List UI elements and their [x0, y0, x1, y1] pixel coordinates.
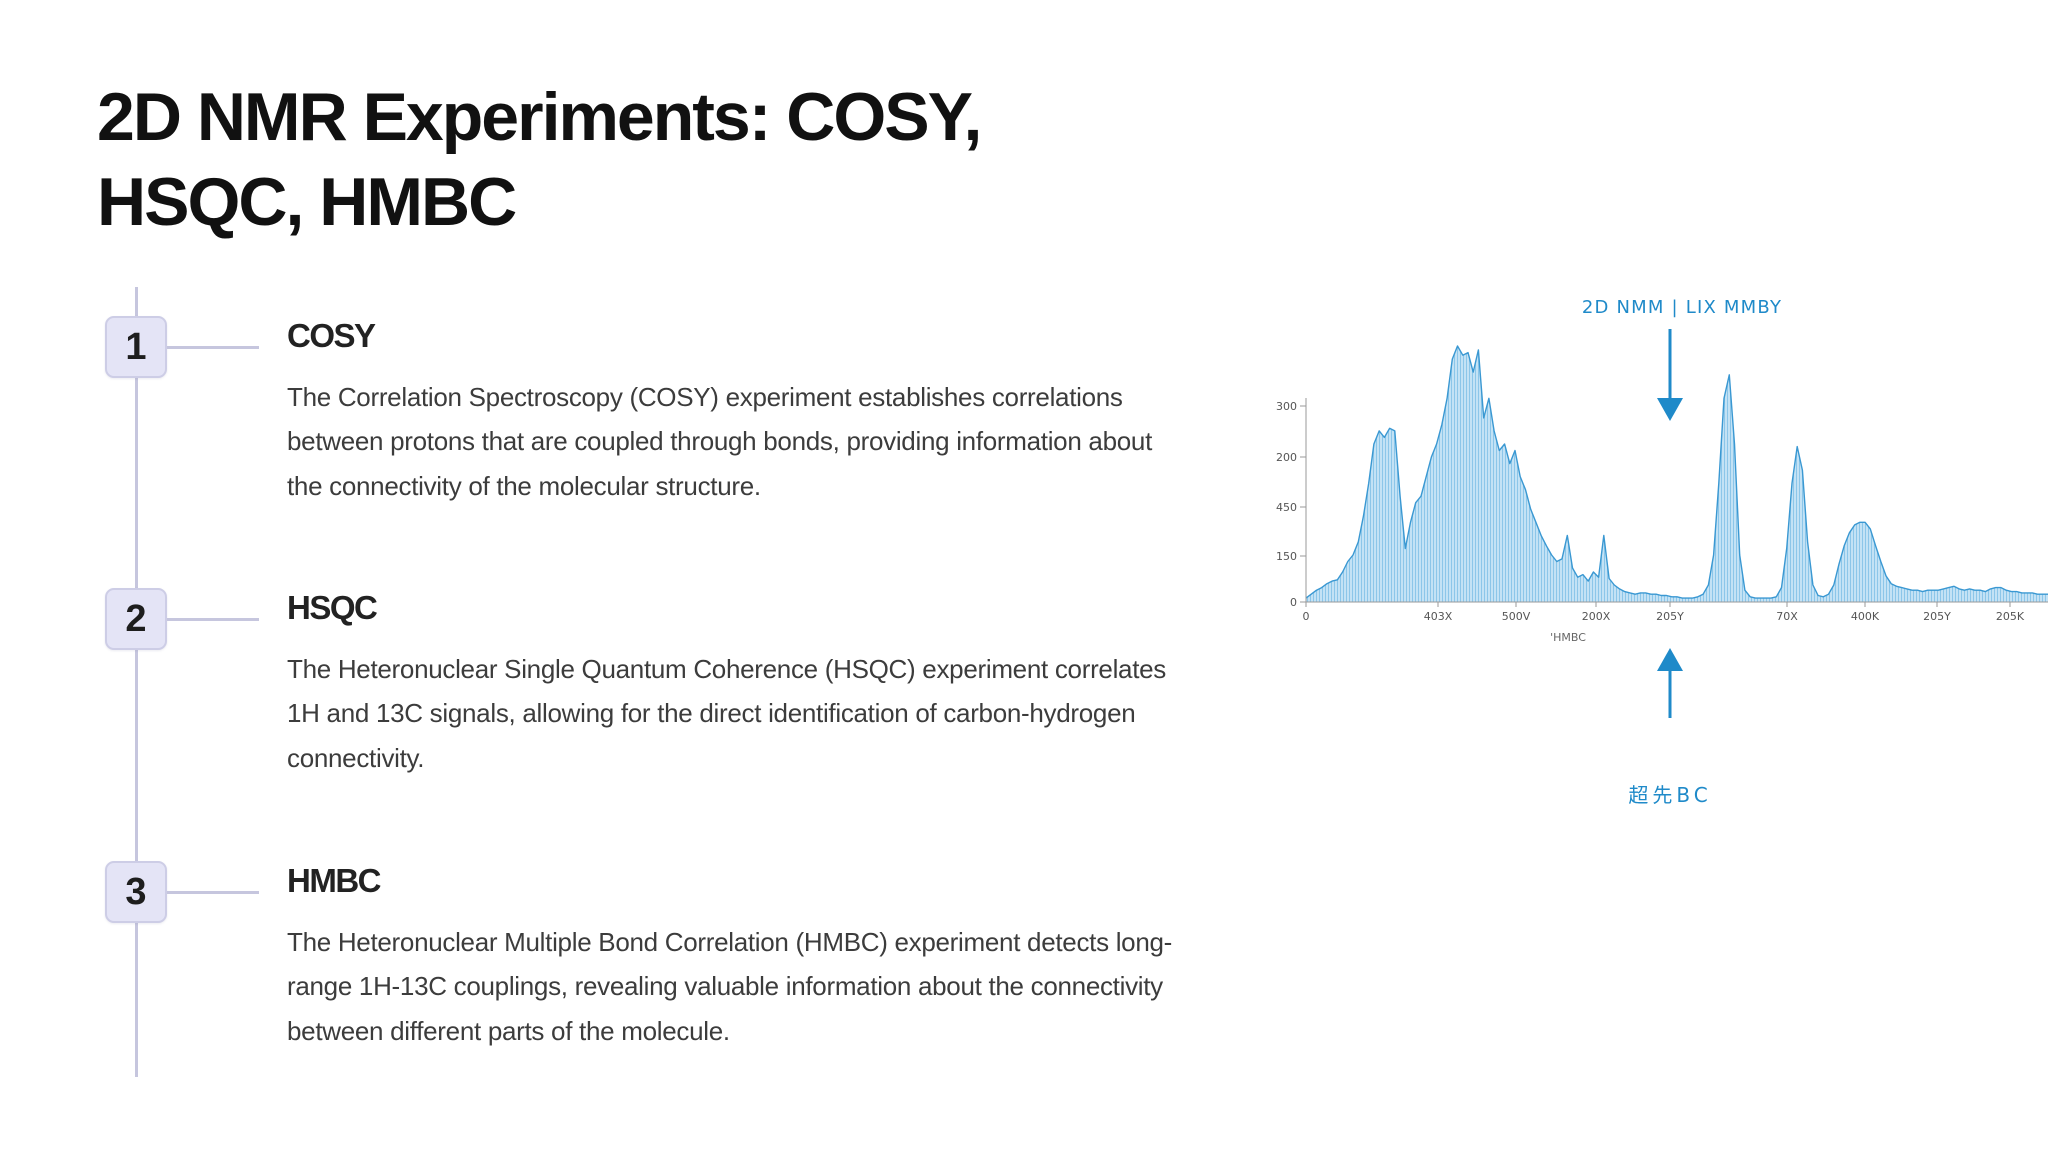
- figure-bottom-label: 超先BC: [1628, 783, 1711, 807]
- x-tick-label: 400K: [1851, 610, 1880, 623]
- step-connector: [167, 891, 259, 894]
- step-number: 3: [125, 871, 147, 913]
- figure-axes: [1305, 398, 2048, 603]
- y-tick-label: 150: [1276, 550, 1297, 563]
- step-heading: COSY: [287, 317, 376, 354]
- step-number-badge: 1: [105, 316, 167, 378]
- slide-title: 2D NMR Experiments: COSY, HSQC, HMBC: [97, 79, 982, 240]
- step-number-badge: 2: [105, 588, 167, 650]
- figure-title: 2D NMM | LIX MMBY: [1582, 297, 1782, 318]
- spectrum-signal: [1305, 345, 2048, 602]
- spectrum-area: [1306, 346, 2048, 602]
- x-tick-label: 205Y: [1923, 610, 1951, 623]
- x-tick-label: 403X: [1424, 610, 1453, 623]
- step-hsqc: 2 HSQC The Heteronuclear Single Quantum …: [0, 588, 1240, 838]
- step-number-badge: 3: [105, 861, 167, 923]
- description-line: The Heteronuclear Multiple Bond Correlat…: [287, 927, 1173, 957]
- arrow-up-head: [1657, 648, 1683, 671]
- arrow-down-head: [1657, 398, 1683, 421]
- spectrum-chart: 2D NMM | LIX MMBY 300 200 450 150 0 0 403X 500…: [1276, 297, 2048, 807]
- description-line: connectivity.: [287, 742, 425, 773]
- x-tick-label: 500V: [1502, 610, 1531, 623]
- y-tick-label: 300: [1276, 400, 1297, 413]
- x-tick-label: 0: [1303, 610, 1310, 623]
- description-line: between different parts of the molecule.: [287, 1015, 730, 1046]
- spectrum-outline: [1305, 345, 2048, 599]
- y-tick-label: 0: [1290, 596, 1297, 609]
- description-line: the connectivity of the molecular struct…: [287, 470, 761, 501]
- y-axis-ticks: 300 200 450 150 0: [1276, 400, 1306, 609]
- nmr-spectrum-figure: 2D NMM | LIX MMBY 300 200 450 150 0 0 403X 500…: [1240, 270, 2048, 830]
- x-tick-label: 70X: [1776, 610, 1798, 623]
- step-heading: HMBC: [287, 862, 381, 899]
- step-heading: HSQC: [287, 589, 378, 626]
- x-axis-label: 'HMBC: [1550, 631, 1586, 644]
- x-tick-label: 205Y: [1656, 610, 1684, 623]
- step-number: 1: [125, 326, 147, 368]
- step-description: The Correlation Spectroscopy (COSY) expe…: [287, 375, 1152, 508]
- arrow-up-icon: [1657, 648, 1683, 718]
- y-tick-label: 450: [1276, 501, 1297, 514]
- y-tick-label: 200: [1276, 451, 1297, 464]
- x-axis-ticks: 0 403X 500V 200X 205Y 70X 400K 205Y 205K: [1303, 602, 2025, 623]
- description-line: between protons that are coupled through…: [287, 426, 1152, 457]
- timeline-line: [135, 287, 138, 1077]
- step-cosy: 1 COSY The Correlation Spectroscopy (COS…: [0, 316, 1240, 566]
- step-hmbc: 3 HMBC The Heteronuclear Multiple Bond C…: [0, 861, 1240, 1111]
- description-line: The Heteronuclear Single Quantum Coheren…: [287, 654, 1167, 684]
- x-tick-label: 200X: [1582, 610, 1611, 623]
- x-tick-label: 205K: [1996, 610, 2025, 623]
- step-number: 2: [125, 598, 147, 640]
- description-line: range 1H-13C couplings, revealing valuab…: [287, 971, 1163, 1002]
- description-line: The Correlation Spectroscopy (COSY) expe…: [287, 382, 1123, 412]
- arrow-down-icon: [1657, 329, 1683, 421]
- step-description: The Heteronuclear Single Quantum Coheren…: [287, 647, 1166, 780]
- step-connector: [167, 346, 259, 349]
- step-connector: [167, 618, 259, 621]
- description-line: 1H and 13C signals, allowing for the dir…: [287, 698, 1136, 729]
- step-description: The Heteronuclear Multiple Bond Correlat…: [287, 920, 1172, 1053]
